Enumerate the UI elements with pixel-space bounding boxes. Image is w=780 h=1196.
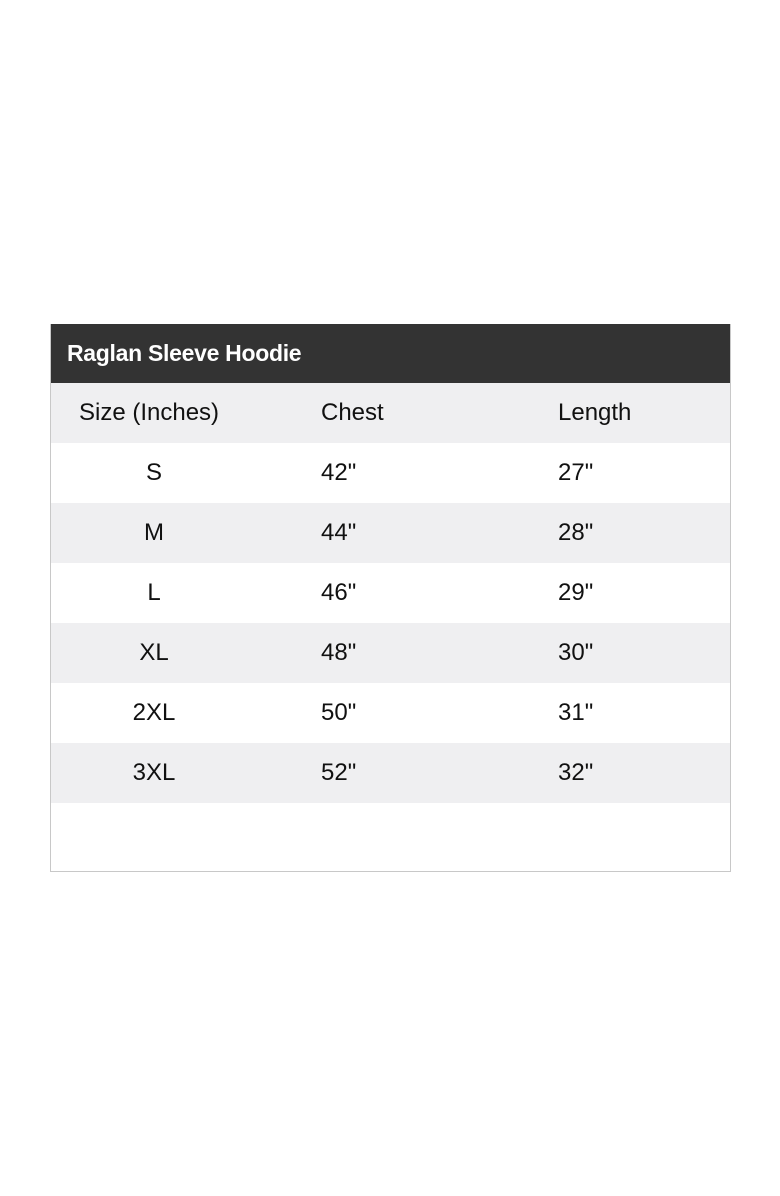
cell-length: 29" [558, 579, 594, 606]
header-length: Length [558, 399, 632, 426]
cell-chest: 50" [321, 699, 357, 726]
size-chart-table: Raglan Sleeve Hoodie Size (Inches) Chest… [50, 324, 731, 872]
header-row: Size (Inches) Chest Length [51, 383, 730, 443]
cell-chest: 46" [321, 579, 357, 606]
header-size: Size (Inches) [79, 399, 220, 426]
cell-size: S [145, 459, 162, 486]
table-row: S 42" 27" [51, 443, 730, 503]
cell-length: 28" [558, 519, 594, 546]
cell-size: 3XL [132, 759, 176, 786]
table-row: 2XL 50" 31" [51, 683, 730, 743]
cell-chest: 52" [321, 759, 357, 786]
cell-chest: 44" [321, 519, 357, 546]
cell-size: M [144, 519, 164, 546]
cell-size: XL [139, 639, 169, 666]
table-title: Raglan Sleeve Hoodie [51, 324, 730, 383]
cell-size: 2XL [132, 699, 176, 726]
cell-size: L [147, 579, 161, 606]
table-row: M 44" 28" [51, 503, 730, 563]
cell-chest: 42" [321, 459, 357, 486]
cell-length: 27" [558, 459, 594, 486]
table-row: XL 48" 30" [51, 623, 730, 683]
cell-chest: 48" [321, 639, 357, 666]
cell-length: 32" [558, 759, 594, 786]
cell-length: 30" [558, 639, 594, 666]
header-chest: Chest [321, 399, 384, 426]
table-row: 3XL 52" 32" [51, 743, 730, 803]
cell-length: 31" [558, 699, 594, 726]
table-row: L 46" 29" [51, 563, 730, 623]
